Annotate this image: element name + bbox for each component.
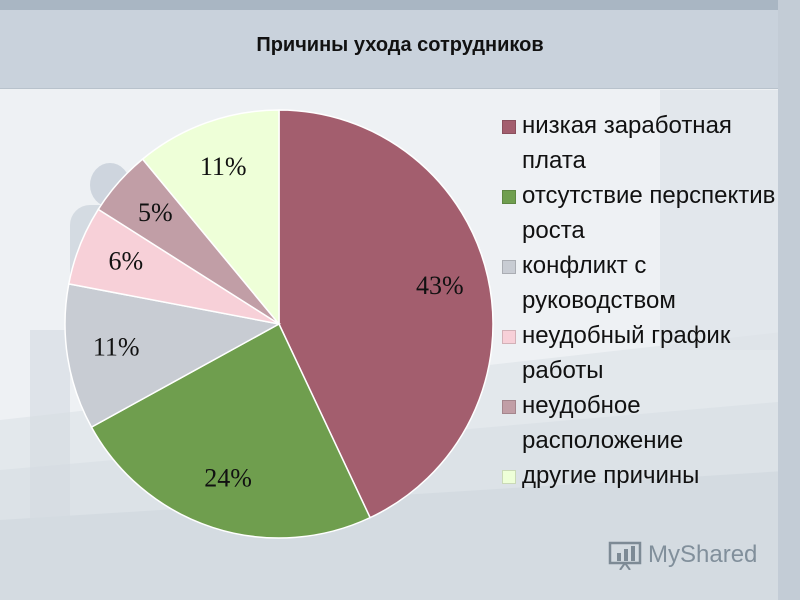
legend-item: отсутствие перспектив роста bbox=[496, 178, 778, 248]
legend-label: неудобный график работы bbox=[522, 322, 731, 384]
pie-slice bbox=[278, 109, 494, 519]
pie-slice bbox=[64, 283, 282, 429]
pie-slice bbox=[141, 109, 280, 327]
pie-slice bbox=[90, 322, 372, 539]
legend-swatch bbox=[502, 400, 516, 414]
watermark-text: MyShared bbox=[648, 541, 758, 568]
legend-label: другие причины bbox=[522, 462, 700, 489]
pie-data-labels: 43% 24% 11% 6% 5% 11% bbox=[93, 152, 464, 493]
legend: низкая заработная плата отсутствие персп… bbox=[496, 108, 778, 493]
legend-swatch bbox=[502, 330, 516, 344]
legend-label: низкая заработная плата bbox=[522, 112, 732, 174]
right-edge-strip bbox=[778, 0, 800, 600]
pie-slices bbox=[64, 109, 494, 539]
legend-item: конфликт с руководством bbox=[496, 248, 778, 318]
pie-data-label: 43% bbox=[416, 271, 464, 300]
title-band bbox=[0, 10, 778, 89]
legend-swatch bbox=[502, 470, 516, 484]
legend-item: другие причины bbox=[496, 458, 778, 493]
pie-data-label: 11% bbox=[200, 152, 247, 181]
presentation-chart-icon bbox=[608, 541, 642, 570]
legend-label: конфликт с руководством bbox=[522, 252, 676, 314]
legend-swatch bbox=[502, 190, 516, 204]
legend-item: неудобный график работы bbox=[496, 318, 778, 388]
watermark: MyShared bbox=[608, 538, 768, 572]
page-title: Причины ухода сотрудников bbox=[256, 34, 544, 56]
pie-data-label: 5% bbox=[138, 198, 173, 227]
pie-data-label: 6% bbox=[108, 246, 143, 275]
legend-item: неудобное расположение bbox=[496, 388, 778, 458]
pie-data-label: 11% bbox=[93, 333, 140, 362]
pie-data-label: 24% bbox=[204, 464, 252, 493]
legend-swatch bbox=[502, 120, 516, 134]
legend-label: неудобное расположение bbox=[522, 392, 684, 454]
legend-item: низкая заработная плата bbox=[496, 108, 778, 178]
legend-swatch bbox=[502, 260, 516, 274]
legend-label: отсутствие перспектив роста bbox=[522, 182, 776, 244]
